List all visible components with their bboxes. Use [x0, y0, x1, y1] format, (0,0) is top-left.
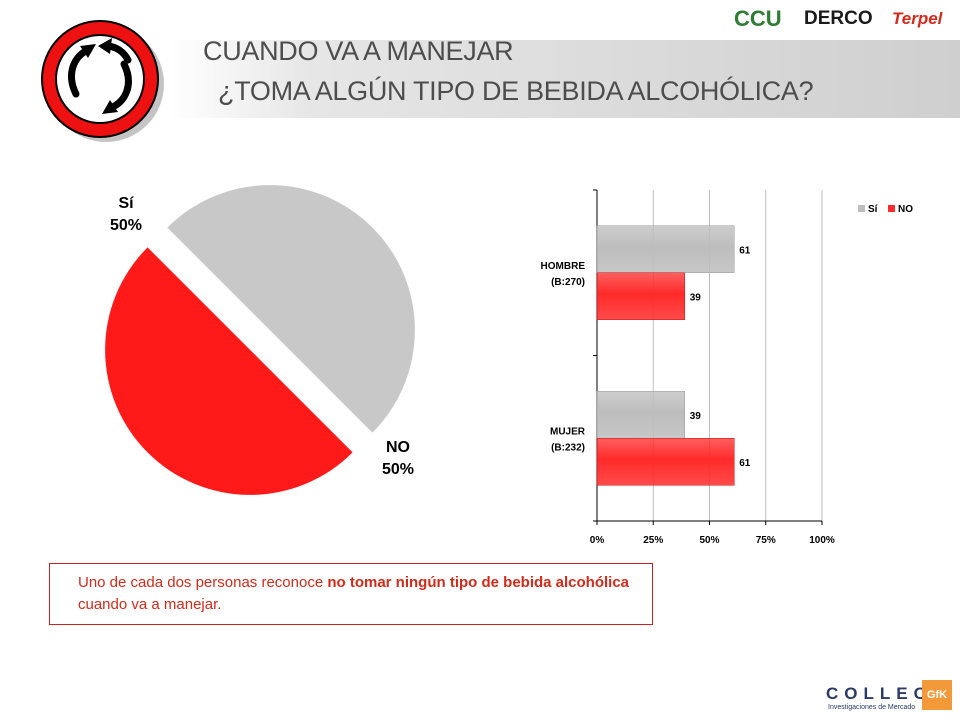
page-title-line1: CUANDO VA A MANEJAR [203, 36, 514, 66]
bar-value-label: 39 [690, 292, 702, 303]
pie-label-no: NO 50% [372, 437, 424, 481]
bar-mujer-no [596, 438, 735, 486]
traffic-sign-icon [41, 20, 164, 142]
insight-text: Uno de cada dos personas reconoce no tom… [78, 572, 648, 616]
sponsor-logos: CCU DERCO Terpel [734, 6, 956, 34]
bar-value-label: 61 [739, 245, 751, 256]
x-tick-label: 100% [809, 535, 835, 546]
bar-value-label: 39 [690, 411, 702, 422]
pie-label-no-name: NO [386, 439, 410, 456]
y-category-base-label: (B:232) [551, 442, 585, 453]
insight-box: Uno de cada dos personas reconoce no tom… [49, 563, 653, 625]
bar-chart-svg: 0% 25% 50% 75% 100% 61 39 HOMBRE (B:270) 39 61 MUJE… [541, 189, 913, 546]
insight-text-pre: Uno de cada dos personas reconoce [78, 574, 328, 591]
pie-label-si: Sí 50% [100, 193, 152, 237]
collect-gfk-logo: COLLECT Investigaciones de Mercado GfK [822, 680, 952, 716]
pie-label-si-name: Sí [118, 195, 134, 212]
pie-slice-si [167, 185, 415, 433]
legend-swatch-si [858, 205, 865, 212]
x-tick-label: 25% [643, 535, 663, 546]
collect-logo-text: COLLECT [826, 684, 949, 703]
collect-logo-subtitle: Investigaciones de Mercado [828, 704, 916, 711]
insight-text-bold: no tomar ningún tipo de bebida alcohólic… [327, 574, 630, 591]
derco-logo: DERCO [804, 8, 873, 29]
pie-slice-no [105, 247, 353, 495]
legend-label: Sí [868, 204, 879, 215]
pie-label-si-value: 50% [109, 217, 143, 234]
y-category-label: MUJER [550, 426, 586, 437]
title-band [170, 40, 960, 118]
terpel-logo: Terpel [892, 9, 943, 28]
page-title-line2: ¿TOMA ALGÚN TIPO DE BEBIDA ALCOHÓLICA? [218, 76, 814, 106]
bar-chart: 0% 25% 50% 75% 100% 61 39 HOMBRE (B:270) 39 61 MUJE… [520, 180, 960, 550]
pie-chart: Sí 50% NO 50% [100, 185, 430, 495]
insight-text-post: cuando va a manejar. [78, 596, 222, 613]
bar-mujer-si [596, 391, 685, 439]
y-category-label: HOMBRE [541, 261, 586, 272]
x-tick-label: 0% [590, 535, 605, 546]
legend-swatch-no [888, 205, 895, 212]
y-category-base-label: (B:270) [551, 277, 585, 288]
legend-label: NO [898, 204, 913, 215]
x-tick-label: 50% [699, 535, 719, 546]
ccu-logo: CCU [734, 6, 782, 31]
bar-hombre-si [596, 225, 735, 273]
bar-value-label: 61 [739, 458, 751, 469]
pie-label-no-value: 50% [381, 461, 415, 478]
pie-chart-svg [105, 185, 415, 495]
bar-hombre-no [596, 272, 685, 320]
gfk-logo: GfK [922, 680, 952, 710]
x-tick-label: 75% [756, 535, 776, 546]
